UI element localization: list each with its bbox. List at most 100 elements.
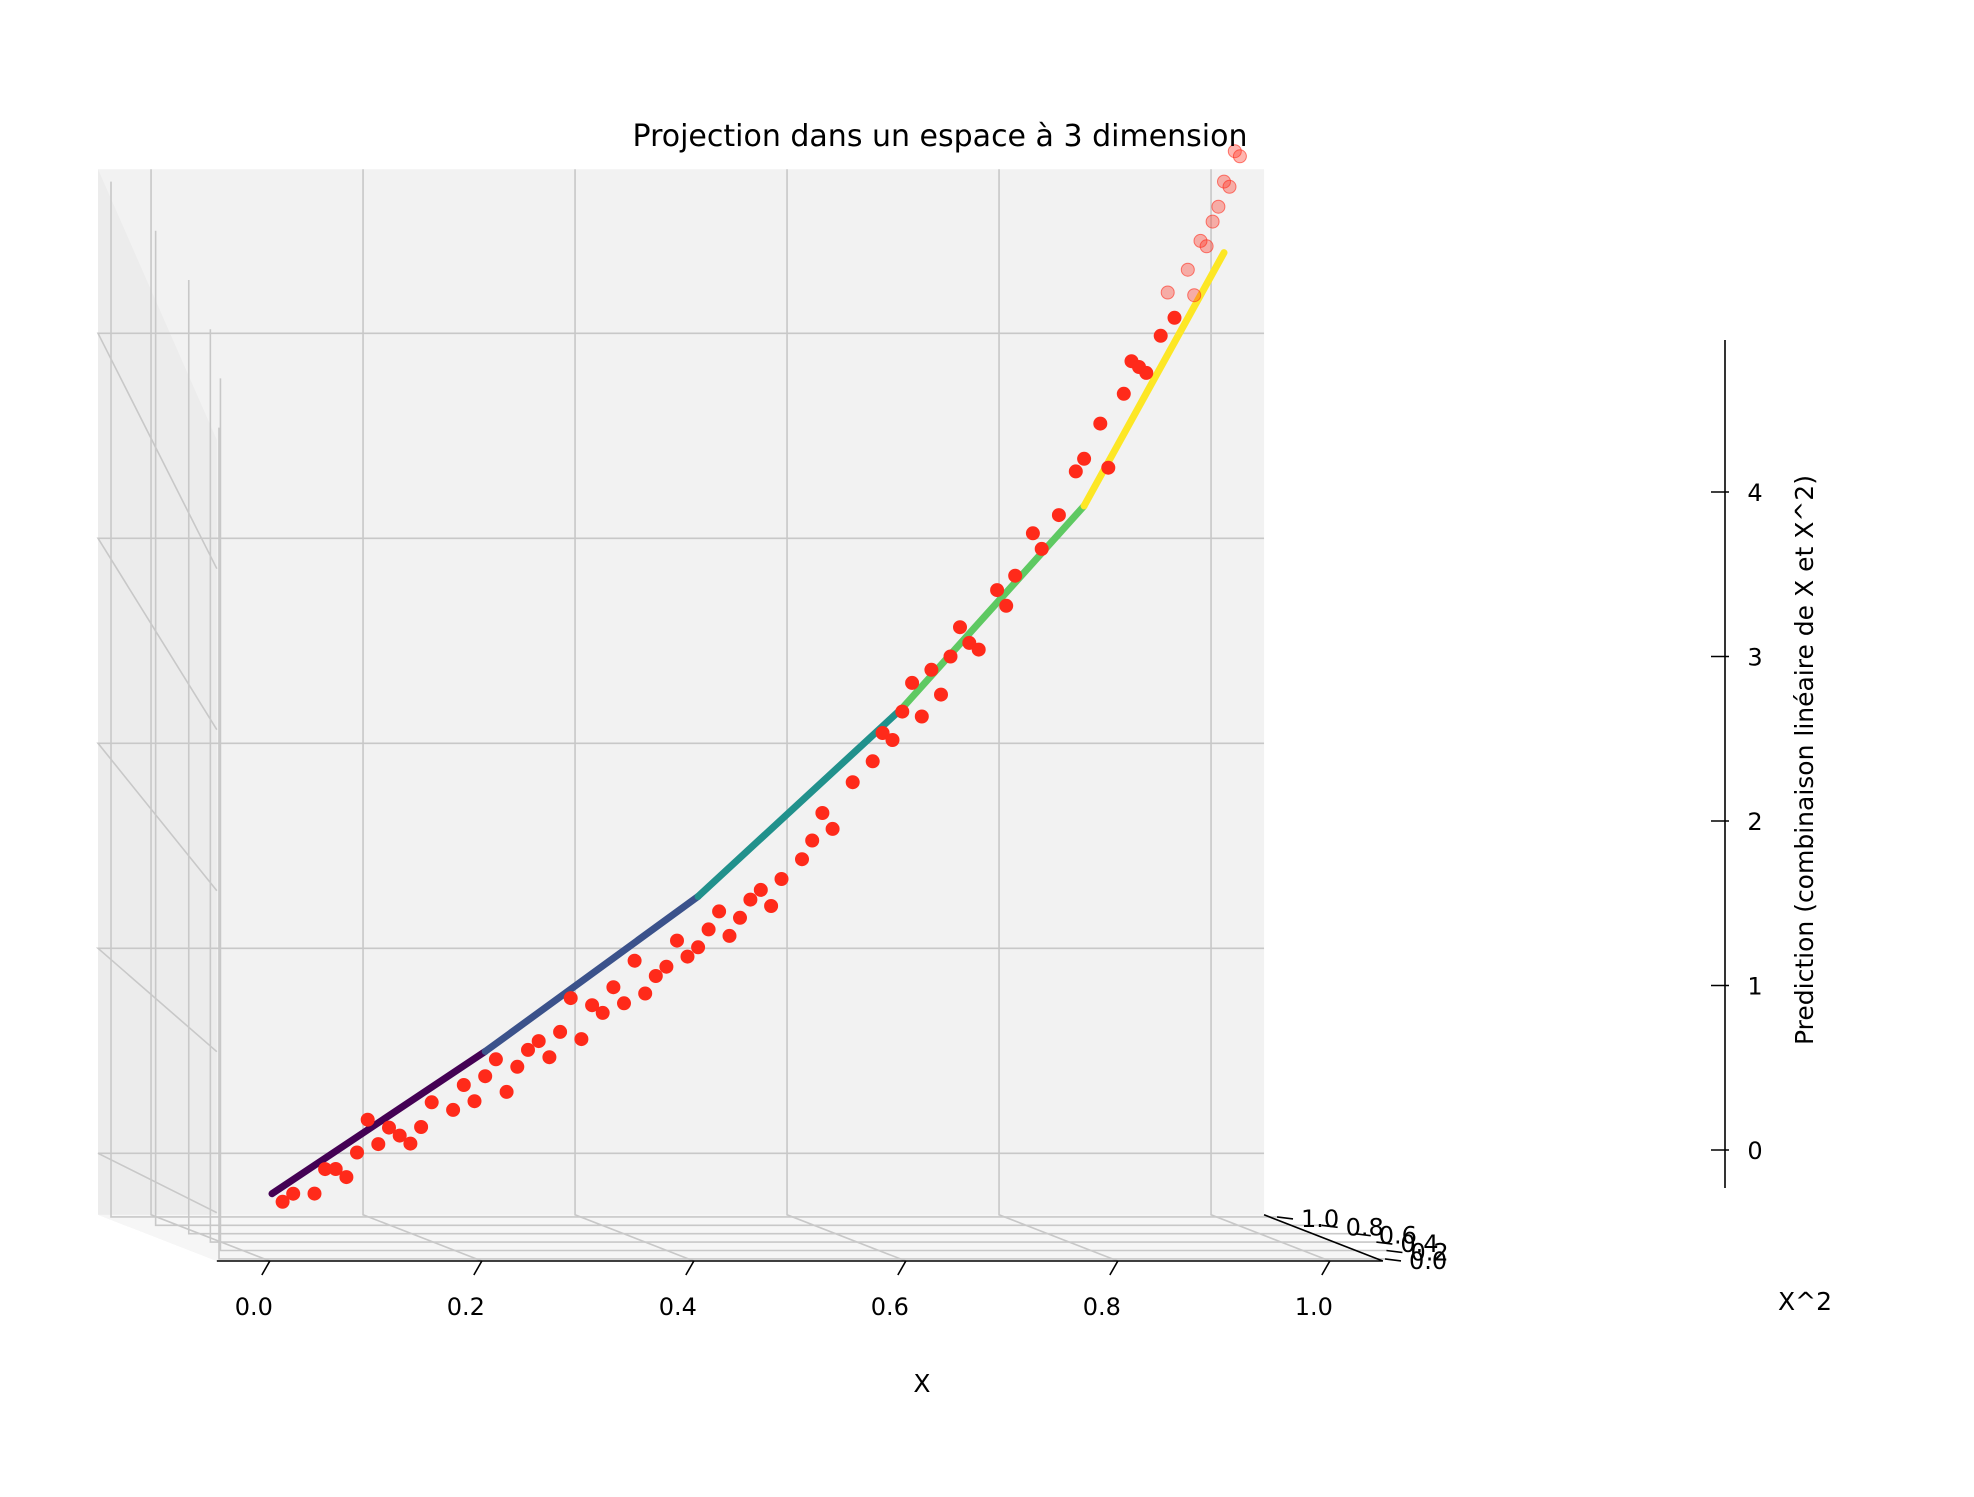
scatter-point	[617, 996, 631, 1011]
scatter-point	[845, 775, 860, 790]
x-tick	[897, 1260, 907, 1276]
x-gridline	[998, 169, 1119, 1262]
scatter-point	[805, 833, 820, 848]
y-gridline	[209, 329, 1377, 1243]
side-pane	[98, 169, 217, 1261]
scatter-point	[815, 806, 830, 820]
y-tick	[1276, 1216, 1294, 1220]
scatter-point	[962, 635, 977, 650]
scatter-point	[382, 1120, 396, 1135]
x-tick-label: 0.4	[659, 1293, 697, 1321]
scatter-point	[648, 969, 663, 983]
scatter-point	[885, 733, 900, 747]
z-tick-label: 1	[1747, 973, 1762, 1001]
z-axis-label: Prediction (combinaison linéaire de X et…	[1790, 475, 1819, 1045]
scatter-point	[914, 709, 929, 724]
fit-line-segment	[694, 704, 906, 900]
scatter-point	[531, 1034, 546, 1049]
y-gridline	[218, 427, 1385, 1260]
scatter-point	[1051, 508, 1066, 523]
z-gridline	[95, 947, 1265, 1053]
scatter-point	[403, 1136, 418, 1151]
y-tick-label: 0.0	[1409, 1247, 1447, 1275]
scatter-point	[680, 949, 695, 964]
scatter-point	[722, 928, 737, 943]
scatter-point	[606, 980, 621, 995]
z-gridline	[96, 332, 1265, 570]
y-tick	[1354, 1232, 1371, 1237]
scatter-point	[1205, 214, 1220, 229]
y-tick	[1386, 1249, 1403, 1254]
scatter-point	[1227, 144, 1242, 159]
scatter-point	[595, 1005, 610, 1020]
z-gridline	[96, 742, 1265, 892]
x-tick	[473, 1260, 483, 1276]
x-tick	[685, 1260, 695, 1276]
y-tick-label: 0.6	[1379, 1222, 1417, 1250]
scatter-point	[934, 687, 948, 702]
scatter-point	[774, 872, 789, 886]
scatter-point	[638, 986, 653, 1001]
fit-line-segment	[481, 892, 702, 1055]
scatter-point	[1187, 288, 1202, 303]
scatter-point	[521, 1042, 535, 1057]
scatter-point	[1217, 174, 1231, 189]
y-tick-label: 0.2	[1410, 1239, 1448, 1267]
scatter-point	[1025, 526, 1040, 541]
scatter-point	[456, 1078, 471, 1092]
scatter-point	[275, 1194, 290, 1209]
scatter-point	[1008, 568, 1023, 583]
scatter-point	[499, 1084, 514, 1099]
chart-axes: 0.0 0.2 0.4 0.6 0.8 1.00.00.20.40.60.81.00123…	[216, 340, 1763, 1321]
scatter-point	[701, 922, 716, 937]
scatter-point	[1232, 149, 1247, 164]
scatter-point	[1211, 199, 1226, 214]
scatter-point	[542, 1050, 557, 1065]
y-axis-label: X^2	[1778, 1287, 1832, 1316]
scatter-point	[563, 991, 578, 1006]
x-tick-label: 0.6	[871, 1293, 909, 1321]
y-gridline	[154, 230, 1322, 1227]
scatter-point	[1199, 239, 1214, 254]
x-tick	[261, 1260, 271, 1276]
x-tick-label: 0.2	[447, 1293, 485, 1321]
scatter-point	[360, 1112, 375, 1127]
scatter-point	[971, 642, 986, 657]
scatter-point	[953, 620, 967, 635]
scatter-point	[905, 675, 920, 690]
z-tick-label: 3	[1747, 644, 1762, 672]
scatter-point	[1153, 328, 1168, 343]
chart-title: Projection dans un espace à 3 dimension	[633, 119, 1248, 154]
scatter-point	[350, 1145, 364, 1160]
fit-line-segment	[268, 1047, 489, 1198]
scatter-point	[733, 910, 747, 925]
x-tick-label: 1.0	[1295, 1293, 1333, 1321]
scatter-point	[1077, 451, 1092, 466]
y-tick-label: 0.8	[1346, 1213, 1384, 1241]
scatter-point	[943, 649, 958, 664]
y-gridline	[219, 378, 1387, 1252]
scatter-point	[825, 821, 840, 836]
scatter-point	[574, 1032, 589, 1047]
scatter-point	[1139, 365, 1154, 380]
scatter-point	[1034, 541, 1049, 556]
y-axis-line	[1263, 1214, 1384, 1262]
scatter-point	[764, 899, 779, 913]
z-gridline	[97, 1152, 1265, 1214]
x-gridline	[1210, 169, 1331, 1262]
scatter-point	[627, 953, 642, 968]
back-pane	[98, 169, 1265, 1215]
scatter-point	[659, 959, 674, 974]
scatter-point	[286, 1186, 301, 1201]
scatter-point	[1180, 262, 1195, 277]
scatter-point	[488, 1052, 503, 1067]
scatter-point	[414, 1120, 429, 1134]
scatter-point	[1101, 460, 1116, 475]
scatter-point	[1160, 285, 1175, 300]
y-tick-label: 1.0	[1301, 1205, 1339, 1233]
scatter-point	[795, 852, 809, 867]
y-gridline	[187, 280, 1355, 1235]
x-gridline	[362, 169, 483, 1262]
